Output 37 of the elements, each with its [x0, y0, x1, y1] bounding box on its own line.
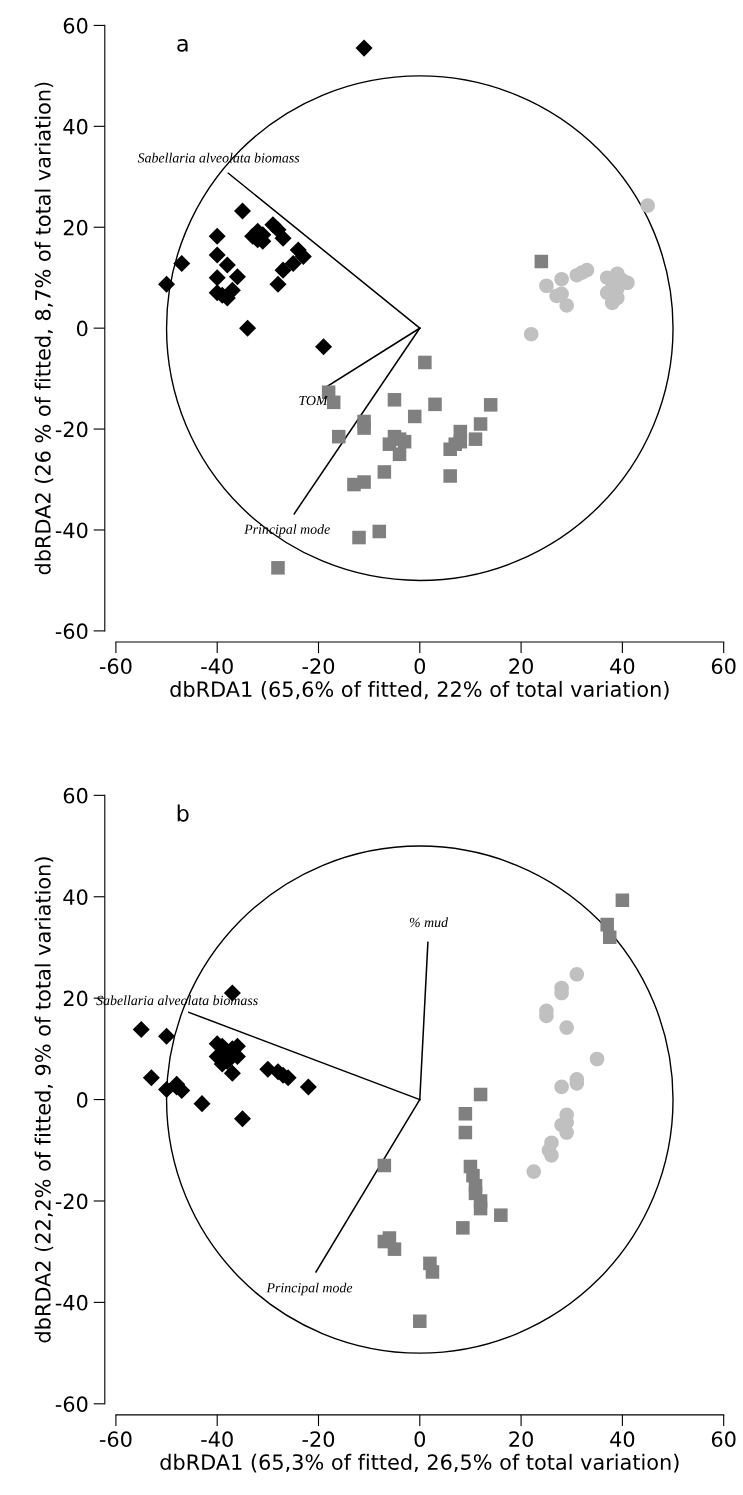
y-tick-label: 20 [63, 990, 88, 1007]
x-tick-label: 40 [610, 658, 635, 675]
chart-title: b [177, 804, 189, 822]
x-tick-label: -60 [99, 658, 132, 675]
y-tick-label: 60 [63, 17, 88, 34]
x-axis-title: dbRDA1 (65,6% of fitted, 22% of total variation) [170, 680, 669, 700]
y-tick-label: 0 [76, 1092, 88, 1108]
x-tick-label: -60 [99, 1431, 132, 1448]
chart-title: a [177, 38, 188, 52]
y-tick-label: -60 [55, 623, 88, 640]
y-tick-label: -40 [55, 522, 88, 539]
y-tick-label: -20 [55, 1193, 88, 1210]
y-axis-title: dbRDA2 (26 % of fitted, 8,7% of total variation) [34, 82, 54, 575]
x-tick-label: 20 [509, 1431, 533, 1448]
x-tick-label: 60 [711, 658, 736, 675]
x-tick-label: 40 [610, 1431, 635, 1448]
y-tick-label: -20 [55, 421, 88, 438]
annotation: Principal mode [266, 1282, 353, 1296]
x-tick-label: 0 [414, 658, 426, 675]
y-tick-label: 60 [63, 787, 88, 804]
annotation: % mud [409, 917, 449, 928]
x-axis-title: dbRDA1 (65,3% of fitted, 26,5% of total variation) [160, 1453, 679, 1473]
x-tick-label: 0 [414, 1431, 426, 1448]
x-tick-label: -20 [302, 1431, 335, 1448]
x-tick-label: 20 [509, 658, 533, 675]
x-tick-label: -20 [302, 658, 335, 675]
y-tick-label: 0 [76, 320, 88, 337]
y-tick-label: 40 [63, 118, 88, 135]
x-tick-label: -40 [201, 658, 233, 675]
y-tick-label: -60 [55, 1396, 88, 1413]
y-axis-title: dbRDA2 (22,2% of fitted, 9% of total variation) [34, 857, 54, 1343]
y-tick-label: -40 [55, 1294, 88, 1311]
y-tick-label: 40 [63, 889, 88, 905]
y-tick-label: 20 [63, 219, 88, 236]
x-tick-label: 60 [711, 1431, 736, 1448]
annotation: TOM [299, 395, 329, 406]
x-tick-label: -40 [201, 1431, 233, 1448]
